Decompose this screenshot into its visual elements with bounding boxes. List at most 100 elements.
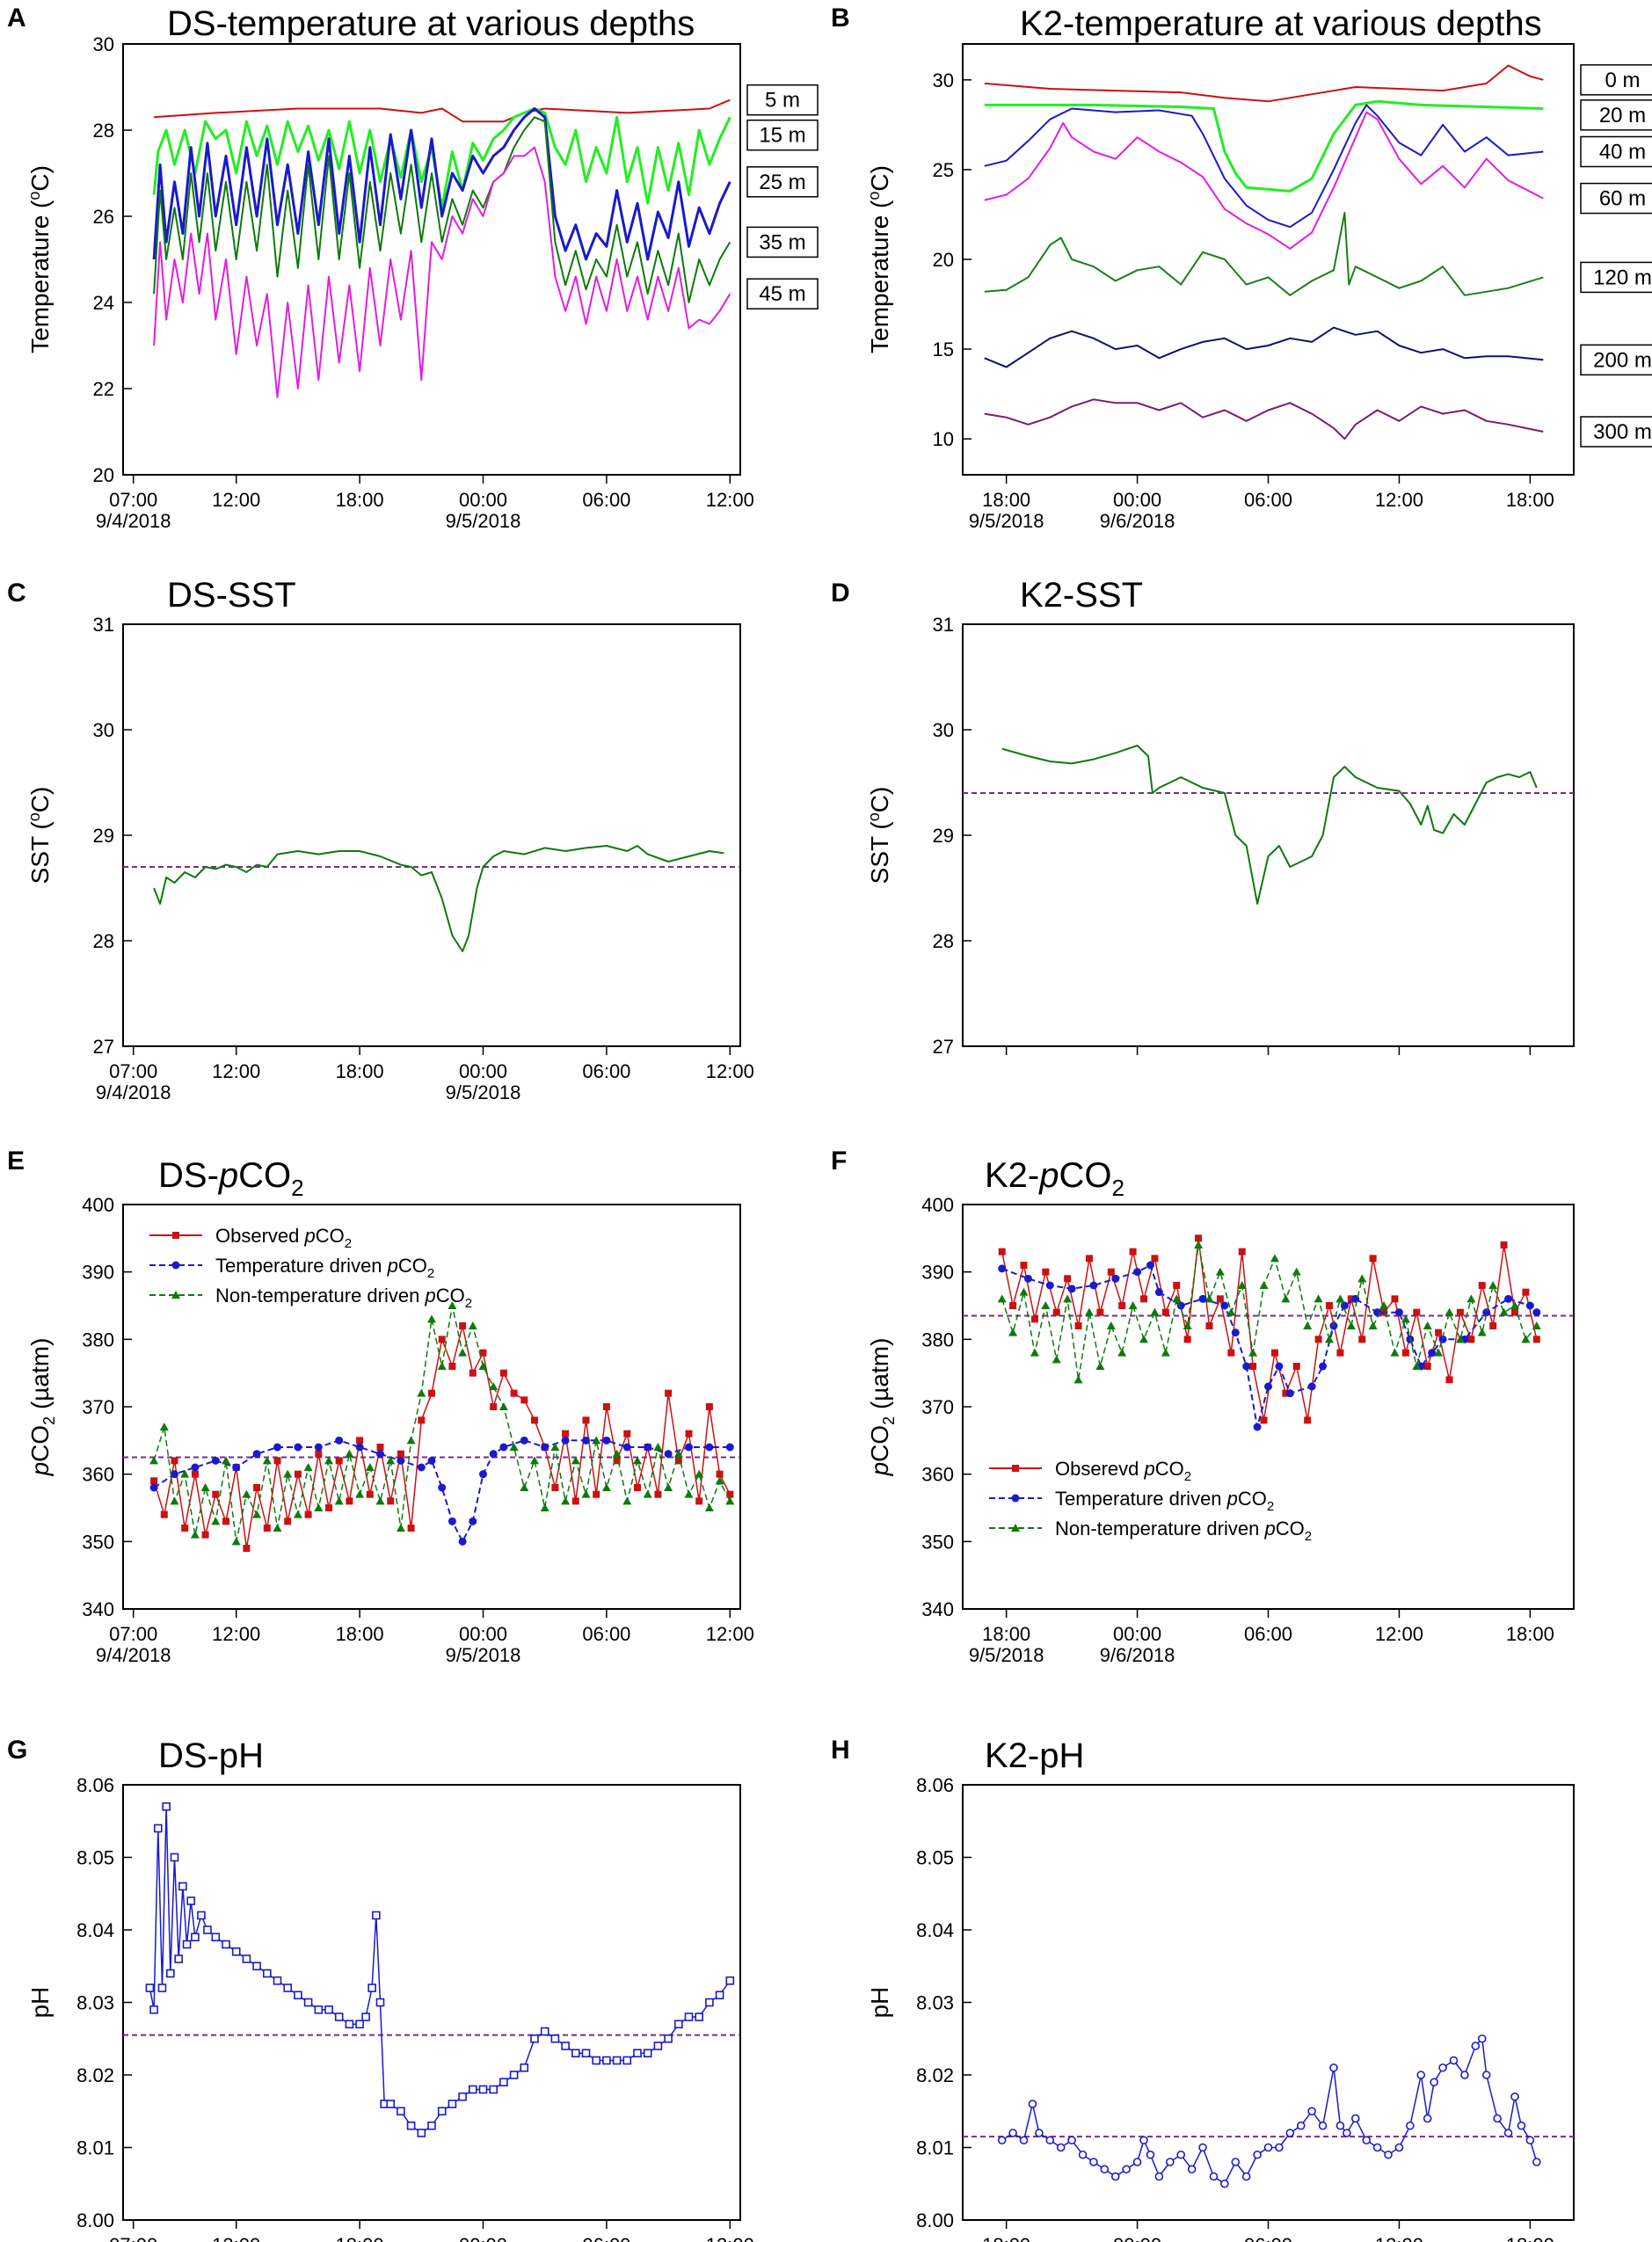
y-axis-label: SST (oC) [865,787,893,884]
data-point [1030,1315,1038,1323]
x-tick-label: 18:00 [336,2234,384,2242]
ylabel-superscript: o [865,812,883,821]
y-tick-label: 350 [921,1531,954,1553]
data-point [1296,2121,1306,2130]
data-point [685,1430,693,1438]
data-point [262,1456,272,1465]
data-point [387,1497,395,1505]
data-point [1173,1282,1181,1289]
y-tick-label: 30 [933,69,954,91]
data-point [386,1456,396,1465]
data-point [1118,1302,1126,1309]
depth-label-35m: 35 m [746,226,819,258]
x-tick-date: 9/6/2018 [1100,1644,1175,1666]
series-non-temperature-driven-pco2 [997,1241,1541,1384]
data-point [1111,1274,1120,1283]
data-point [1064,1275,1072,1283]
panel-letter: H [831,1736,850,1765]
data-point [231,1947,241,1956]
data-point [1161,1308,1169,1316]
data-point [294,1443,302,1452]
depth-label-25m: 25 m [746,166,819,198]
y-tick-label: 390 [921,1262,954,1284]
plot-frame [122,1784,741,2221]
x-tick-label: 18:00 [1506,489,1554,511]
data-point [166,1969,175,1978]
data-point [1438,2063,1447,2072]
data-point [1008,2129,1017,2137]
y-tick-label: 350 [82,1531,114,1553]
data-point [153,1823,163,1833]
depth-label: 60 m [1599,187,1646,211]
data-point [1198,2143,1207,2152]
data-point [335,1436,344,1445]
x-tick-label: 06:00 [1244,2234,1292,2242]
data-point [178,1882,187,1891]
series-40-m [984,104,1544,229]
data-point [997,2136,1007,2145]
data-point [581,1489,591,1498]
y-axis-label: pCO2 (µatm) [866,1338,898,1477]
data-point [182,1940,192,1949]
x-tick-date: 9/4/2018 [96,510,171,532]
data-point [540,2027,549,2036]
data-point [437,2107,447,2116]
title-italic: p [1038,1156,1059,1195]
data-point [273,1457,281,1465]
data-point [314,1503,324,1511]
x-tick-label: 06:00 [582,2234,630,2242]
panel-C: C DS-SST 27 28 29 30 31 07:009/4/2018 12:00 18:00… [7,576,754,1103]
y-tick-label: 340 [921,1598,954,1620]
plot-frame [962,623,1575,1047]
data-point [458,2092,467,2101]
data-point [1336,1349,1344,1357]
data-point [1020,1262,1028,1269]
data-point [191,1933,200,1942]
data-point [1292,1267,1301,1276]
data-point [1503,2129,1513,2137]
data-point [489,1382,499,1390]
data-point [1303,1321,1313,1329]
series-line [984,398,1544,440]
x-tick-date: 9/4/2018 [96,1081,171,1103]
legend-item: Obserevd pCO2 [989,1458,1191,1484]
y-tick-label: 8.05 [916,1847,954,1869]
data-point [365,1463,375,1471]
data-point [704,1503,714,1511]
x-tick-label: 12:00 [212,489,260,511]
data-point [1416,2071,1426,2079]
y-tick-label: 8.01 [76,2137,114,2159]
data-point [531,1416,538,1424]
data-point [1275,2143,1284,2152]
plot-frame [962,1784,1575,2221]
data-point [1019,2136,1029,2145]
y-tick-label: 31 [933,614,954,636]
series-200-m [984,326,1544,368]
data-point [725,1443,734,1452]
data-point [160,1510,168,1518]
depth-label-box [1580,99,1652,131]
y-tick-label: 22 [93,378,114,400]
data-point [1253,1423,1262,1431]
series-300-m [984,398,1544,440]
data-point [397,1450,404,1458]
data-point [1510,1308,1518,1316]
series-line [984,104,1544,229]
series-temperature-driven-pco2 [998,1261,1541,1431]
data-point [252,1962,261,1971]
data-point [674,1457,682,1465]
data-point [1445,1307,1454,1316]
data-point [1237,1281,1247,1289]
series-35-m [153,116,731,303]
data-point [1074,1322,1082,1329]
x-tick-label: 18:00 [336,489,384,511]
panel-A: A DS-temperature at various depths 20 22 24 2… [7,4,819,532]
panel-D: D K2-SST 27 28 29 30 31 SST (oC) [831,576,1575,1058]
x-tick-label: 12:00 [706,2234,754,2242]
data-point [1187,2165,1197,2174]
y-tick-label: 8.00 [76,2209,114,2231]
data-point [571,1456,580,1465]
legend-item: Non-temperature driven pCO2 [989,1518,1312,1544]
data-point [1183,1336,1191,1343]
x-tick-label: 12:00 [1375,2234,1423,2242]
